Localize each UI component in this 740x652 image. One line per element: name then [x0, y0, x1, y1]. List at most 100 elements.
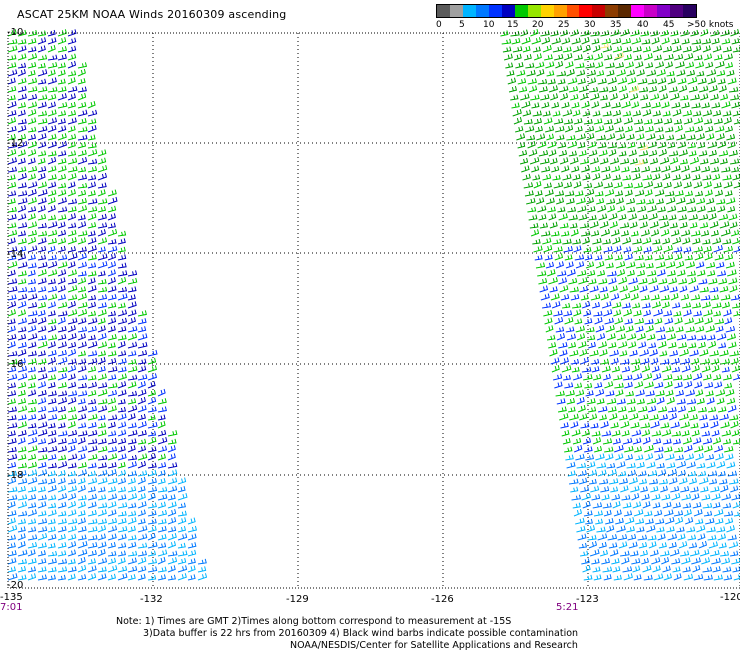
- wind-barb: [137, 460, 147, 469]
- wind-barb: [67, 462, 77, 469]
- wind-barb: [157, 525, 167, 533]
- wind-barb: [7, 517, 16, 525]
- wind-barb: [77, 214, 86, 221]
- wind-barb: [645, 125, 654, 133]
- wind-barb: [621, 166, 630, 173]
- wind-barb: [703, 373, 712, 381]
- wind-barb: [656, 134, 665, 141]
- wind-barb: [611, 37, 622, 45]
- wind-barb: [596, 70, 605, 77]
- wind-barb: [77, 374, 88, 381]
- wind-barb: [661, 37, 670, 45]
- wind-barb: [564, 316, 574, 325]
- wind-barb: [641, 38, 651, 45]
- wind-barb: [117, 557, 126, 565]
- wind-barb: [620, 420, 630, 429]
- wind-barb: [696, 334, 707, 341]
- wind-barb: [595, 260, 605, 269]
- wind-barb: [547, 269, 556, 277]
- wind-barb: [722, 238, 732, 245]
- wind-barb: [77, 484, 86, 493]
- wind-barb: [107, 205, 117, 213]
- wind-barb: [117, 254, 127, 261]
- wind-barb: [602, 502, 612, 509]
- wind-barb: [605, 518, 614, 525]
- wind-barb: [560, 294, 570, 301]
- wind-barb: [616, 333, 626, 341]
- wind-barb: [157, 493, 168, 501]
- wind-barb: [602, 173, 611, 181]
- wind-barb: [682, 437, 692, 445]
- wind-barb: [87, 222, 97, 229]
- wind-barb: [713, 118, 723, 125]
- wind-barb: [587, 77, 597, 85]
- wind-barb: [549, 349, 558, 357]
- wind-barb: [27, 502, 37, 509]
- wind-barb: [722, 502, 732, 509]
- wind-barb: [137, 420, 147, 429]
- wind-barb: [586, 398, 596, 405]
- wind-barb: [679, 158, 688, 165]
- wind-barb: [599, 42, 609, 49]
- wind-barb: [699, 349, 709, 357]
- wind-barb: [67, 478, 77, 485]
- wind-barb: [117, 494, 127, 501]
- wind-barb: [612, 174, 621, 181]
- wind-barb: [536, 133, 546, 141]
- wind-barb: [656, 334, 666, 341]
- wind-barb: [107, 213, 116, 221]
- wind-barb: [27, 245, 38, 253]
- wind-barb: [618, 213, 627, 221]
- wind-barb: [117, 302, 126, 309]
- wind-barb: [67, 492, 77, 501]
- wind-barb: [27, 518, 37, 525]
- wind-barb: [510, 30, 520, 37]
- wind-barb: [117, 421, 127, 429]
- wind-barb: [571, 102, 580, 109]
- wind-barb: [67, 470, 76, 477]
- wind-barb: [87, 509, 97, 517]
- wind-barb: [117, 445, 126, 453]
- wind-barb: [127, 381, 137, 389]
- wind-barb: [663, 310, 673, 317]
- wind-barb: [674, 381, 683, 389]
- wind-barb: [87, 374, 97, 381]
- wind-barb: [7, 286, 18, 293]
- wind-barb: [47, 462, 57, 469]
- wind-barb: [147, 550, 157, 557]
- wind-barb: [17, 549, 28, 557]
- wind-barb: [728, 541, 739, 549]
- wind-barb: [147, 502, 157, 509]
- wind-barb: [77, 237, 87, 245]
- wind-barb: [701, 102, 710, 109]
- wind-barb: [37, 334, 47, 341]
- wind-barb: [577, 405, 586, 413]
- wind-barb: [127, 365, 138, 373]
- wind-barb: [77, 134, 88, 141]
- wind-barb: [7, 45, 18, 53]
- wind-barb: [157, 445, 168, 453]
- wind-barb: [696, 133, 705, 141]
- wind-barb: [711, 493, 721, 501]
- wind-barb: [534, 254, 543, 261]
- wind-barb: [568, 150, 577, 157]
- legend-color-swatch: [527, 5, 541, 17]
- wind-barb: [544, 54, 553, 61]
- wind-barb: [17, 405, 28, 413]
- wind-barb: [728, 341, 737, 349]
- wind-barb: [714, 318, 725, 325]
- wind-barb: [127, 422, 137, 429]
- wind-barb: [607, 469, 617, 477]
- wind-barb: [107, 453, 118, 461]
- wind-barb: [712, 437, 722, 445]
- wind-barb: [695, 125, 704, 133]
- wind-barb: [77, 86, 87, 93]
- wind-barb: [586, 197, 594, 205]
- legend-color-swatch: [540, 5, 554, 17]
- wind-barb: [157, 420, 166, 429]
- wind-barb: [574, 318, 583, 325]
- wind-barb: [57, 110, 67, 117]
- wind-barb: [127, 534, 137, 541]
- wind-barb: [97, 509, 107, 517]
